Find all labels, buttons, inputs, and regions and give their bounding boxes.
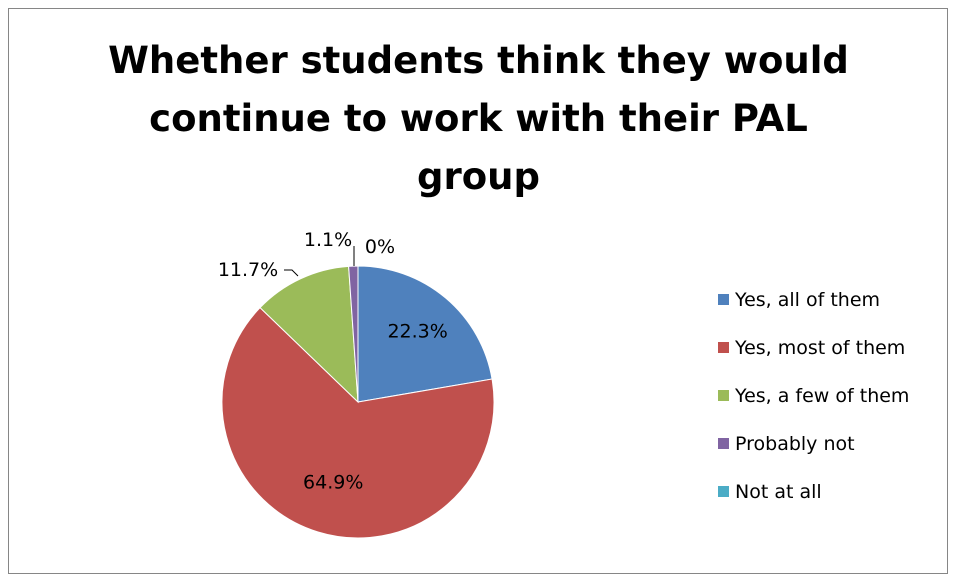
pie-slice-4	[348, 265, 359, 403]
pie-slice-3	[259, 265, 359, 404]
chart-frame	[8, 8, 948, 574]
chart-title: Whether students think they would contin…	[0, 32, 957, 206]
legend-swatch-4	[718, 438, 729, 449]
chart-title-line-2: continue to work with their PAL	[149, 97, 808, 140]
data-label-5: 0%	[365, 236, 395, 258]
chart-title-line-3: group	[417, 155, 540, 198]
data-label-4: 1.1%	[304, 229, 352, 251]
pie-slice-1	[357, 265, 493, 403]
legend-label-4: Probably not	[735, 433, 855, 455]
legend-swatch-2	[718, 342, 729, 353]
chart-title-line-1: Whether students think they would	[108, 39, 849, 82]
pie-slice-2	[221, 306, 495, 539]
legend-label-3: Yes, a few of them	[735, 385, 910, 407]
legend-swatch-3	[718, 390, 729, 401]
legend-swatch-5	[718, 486, 729, 497]
data-label-3: 11.7%	[218, 259, 278, 281]
data-label-2: 64.9%	[303, 472, 363, 494]
data-label-1: 22.3%	[387, 320, 447, 342]
leader-line-3	[284, 269, 299, 277]
legend-label-1: Yes, all of them	[735, 289, 881, 311]
legend-label-5: Not at all	[735, 481, 822, 503]
legend-swatch-1	[718, 294, 729, 305]
legend-label-2: Yes, most of them	[735, 337, 906, 359]
